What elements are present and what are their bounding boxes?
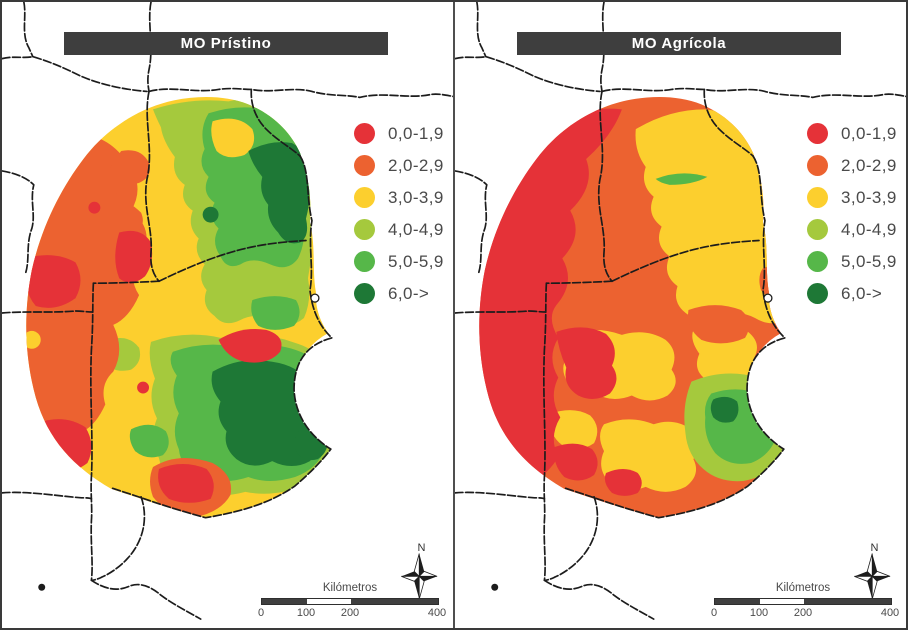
region-class1 [26,255,81,308]
legend-swatch-class1 [354,123,375,144]
region-class3 [26,330,41,349]
scale-tick: 100 [749,607,769,619]
legend-item: 0,0-1,9 [807,123,897,144]
scale-bar-segments [261,598,439,605]
region-class1 [218,329,282,363]
legend-label: 0,0-1,9 [388,123,444,143]
region-class3 [211,118,255,158]
region-class5 [251,296,300,330]
region-class1 [115,230,153,283]
region-class1 [88,201,101,214]
scale-segment [307,599,351,604]
legend-swatch-class3 [354,187,375,208]
region-class6 [710,396,739,423]
legend-swatch-class5 [354,251,375,272]
scale-segment [760,599,804,604]
scale-segment [262,599,307,604]
legend-item: 6,0-> [807,283,897,304]
scale-tick: 200 [340,607,360,619]
legend-label: 4,0-4,9 [841,219,897,239]
legend-swatch-class4 [807,219,828,240]
scale-tick: 400 [427,607,447,619]
legend-label: 6,0-> [388,283,430,303]
region-class5 [129,424,169,458]
region-class5 [655,173,708,185]
legend-label: 5,0-5,9 [388,251,444,271]
legend-item: 2,0-2,9 [807,155,897,176]
panel-divider [453,2,455,628]
scale-segment [715,599,760,604]
region-class1 [36,419,92,472]
legend-swatch-class2 [354,155,375,176]
legend-label: 0,0-1,9 [841,123,897,143]
region-class1 [158,464,214,503]
scale-bar-segments [714,598,892,605]
region-class6 [202,206,219,223]
region-class1 [137,381,150,394]
legend-swatch-class6 [354,283,375,304]
scale-unit-label: Kilómetros [322,582,378,594]
legend-swatch-class6 [807,283,828,304]
panel-pristino: MO Prístino 0,0-1,9 2,0-2,9 3,0-3,9 4,0-… [2,2,453,628]
ocean-bite [747,325,875,454]
region-class1 [479,108,622,481]
scale-segment [351,599,438,604]
legend-label: 4,0-4,9 [388,219,444,239]
legend-agricola: 0,0-1,9 2,0-2,9 3,0-3,9 4,0-4,9 5,0-5,9 … [807,123,897,315]
legend-pristino: 0,0-1,9 2,0-2,9 3,0-3,9 4,0-4,9 5,0-5,9 … [354,123,444,315]
scale-segment [804,599,891,604]
scale-ticks: 0 100 200 400 [257,605,446,619]
legend-label: 5,0-5,9 [841,251,897,271]
legend-item: 4,0-4,9 [807,219,897,240]
legend-item: 4,0-4,9 [354,219,444,240]
legend-swatch-class5 [807,251,828,272]
legend-label: 2,0-2,9 [841,155,897,175]
scale-tick: 400 [880,607,900,619]
legend-label: 3,0-3,9 [841,187,897,207]
scale-unit-label: Kilómetros [775,582,831,594]
legend-swatch-class2 [807,155,828,176]
legend-item: 3,0-3,9 [354,187,444,208]
map-title-pristino: MO Prístino [64,32,388,55]
legend-label: 2,0-2,9 [388,155,444,175]
map-canvas-agricola [455,2,906,620]
soil-classes-layer-pristino [26,97,332,518]
legend-item: 5,0-5,9 [807,251,897,272]
legend-swatch-class1 [807,123,828,144]
legend-item: 5,0-5,9 [354,251,444,272]
legend-item: 0,0-1,9 [354,123,444,144]
region-class6 [211,360,319,467]
legend-swatch-class4 [354,219,375,240]
north-label: N [870,542,880,554]
scale-ticks: 0 100 200 400 [710,605,899,619]
scale-bar: Kilómetros 0 100 200 400 [257,582,446,619]
legend-item: 2,0-2,9 [354,155,444,176]
scale-tick: 0 [710,607,718,619]
map-canvas-pristino [2,2,453,620]
scale-tick: 0 [257,607,265,619]
map-title-agricola: MO Agrícola [517,32,841,55]
scale-bar: Kilómetros 0 100 200 400 [710,582,899,619]
scale-tick: 200 [793,607,813,619]
legend-item: 6,0-> [354,283,444,304]
ocean-bite [294,325,422,454]
region-class2 [687,305,750,344]
region-class1 [604,469,642,496]
region-class1 [556,327,617,400]
panel-agricola: MO Agrícola 0,0-1,9 2,0-2,9 3,0-3,9 4,0-… [455,2,906,628]
north-label: N [417,542,427,554]
legend-label: 3,0-3,9 [388,187,444,207]
legend-item: 3,0-3,9 [807,187,897,208]
legend-label: 6,0-> [841,283,883,303]
region-class6 [248,142,310,244]
region-class1 [554,443,598,481]
region-class2 [99,150,150,237]
legend-swatch-class3 [807,187,828,208]
scale-tick: 100 [296,607,316,619]
soil-classes-layer-agricola [479,97,785,518]
region-class3 [549,410,598,449]
